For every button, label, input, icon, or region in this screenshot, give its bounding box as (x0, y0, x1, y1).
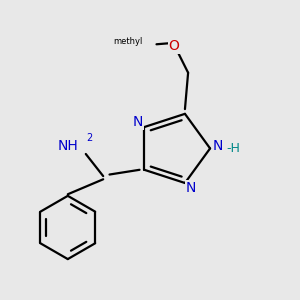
Text: methyl: methyl (113, 37, 142, 46)
Text: O: O (168, 39, 179, 53)
Text: N: N (186, 181, 196, 195)
Text: NH: NH (57, 139, 78, 153)
Text: -H: -H (227, 142, 241, 155)
Text: 2: 2 (86, 133, 92, 143)
Text: N: N (213, 139, 223, 153)
Text: N: N (133, 115, 143, 129)
